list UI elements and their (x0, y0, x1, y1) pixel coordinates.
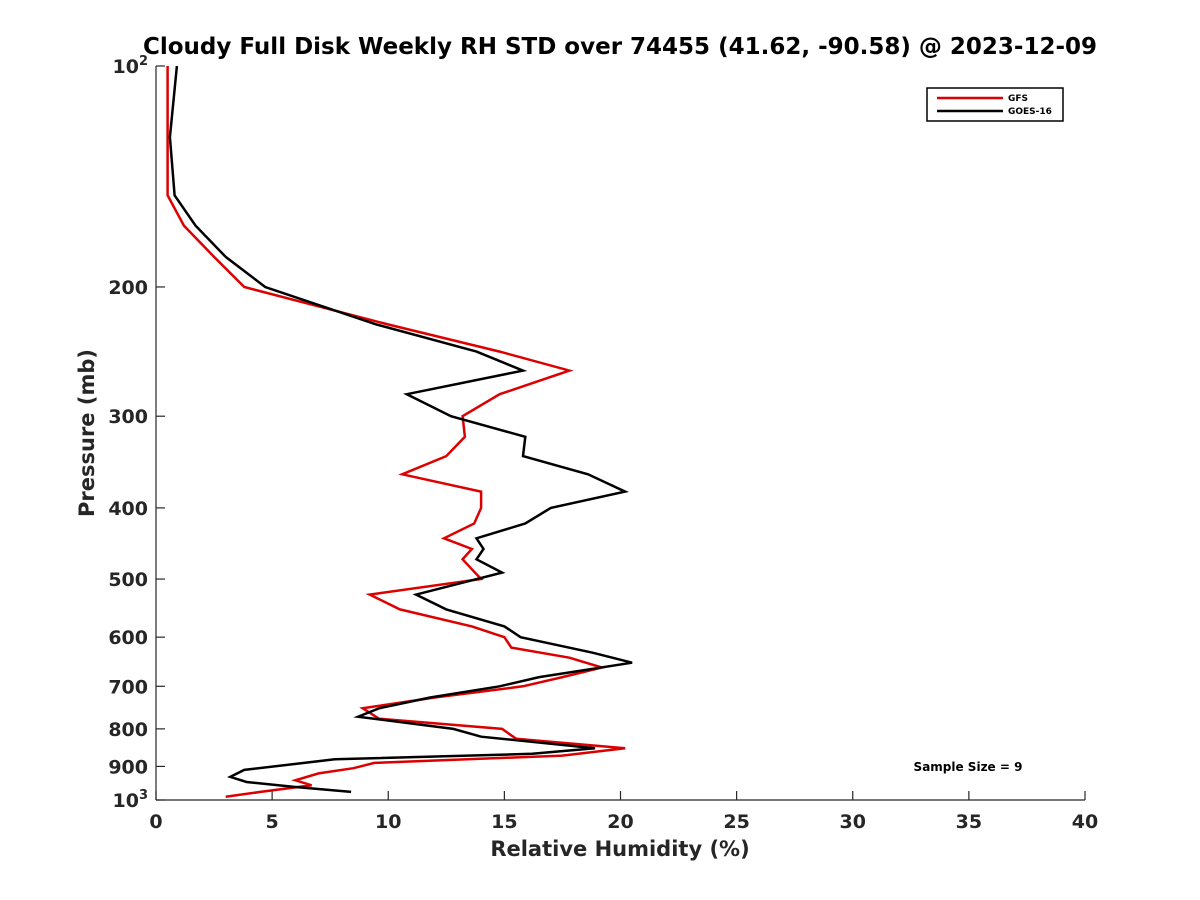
y-tick-label-base: 400 (108, 498, 148, 520)
x-tick-label: 0 (149, 811, 162, 833)
series-line-goes-16 (168, 65, 633, 794)
y-tick-label: 800 (108, 719, 148, 741)
legend-label-goes-16: GOES-16 (1008, 107, 1052, 117)
y-tick-label-base: 500 (108, 569, 148, 591)
x-tick-label: 5 (266, 811, 279, 833)
y-tick-label-exponent: 3 (139, 788, 148, 803)
y-tick-label-base: 600 (108, 627, 148, 649)
y-tick-label: 200 (108, 277, 148, 299)
y-axis-label: Pressure (mb) (75, 349, 99, 517)
series-line-gfs (166, 66, 626, 799)
x-tick-label: 20 (607, 811, 633, 833)
legend-box (926, 87, 1064, 122)
x-tick-label: 35 (956, 811, 982, 833)
y-tick-label-base: 300 (108, 406, 148, 428)
y-tick-label: 400 (108, 498, 148, 520)
x-tick-label: 25 (723, 811, 749, 833)
x-tick-label: 40 (1072, 811, 1098, 833)
legend-label-gfs: GFS (1008, 94, 1028, 104)
legend: GFS GOES-16 (926, 87, 1064, 122)
y-tick-label-base: 10 (113, 790, 139, 812)
sample-size-annotation: Sample Size = 9 (914, 760, 1023, 774)
x-axis-label: Relative Humidity (%) (490, 837, 749, 861)
y-tick-label: 300 (108, 406, 148, 428)
y-tick-label: 700 (108, 676, 148, 698)
x-tick-label: 15 (491, 811, 517, 833)
x-ticks: 0 5 10 15 20 25 30 35 40 (149, 791, 1098, 833)
y-tick-label: 600 (108, 627, 148, 649)
y-tick-label-base: 10 (113, 56, 139, 78)
series-group (166, 65, 633, 799)
chart-title: Cloudy Full Disk Weekly RH STD over 7445… (143, 34, 1097, 60)
y-tick-label: 103 (113, 788, 149, 812)
y-tick-label-exponent: 2 (139, 54, 148, 69)
y-tick-label: 900 (108, 756, 148, 778)
y-tick-label-base: 700 (108, 676, 148, 698)
y-tick-label-base: 200 (108, 277, 148, 299)
y-tick-label-base: 900 (108, 756, 148, 778)
y-tick-label-base: 800 (108, 719, 148, 741)
x-tick-label: 10 (375, 811, 401, 833)
x-tick-label: 30 (840, 811, 866, 833)
y-tick-label: 500 (108, 569, 148, 591)
y-tick-label: 102 (113, 54, 149, 78)
